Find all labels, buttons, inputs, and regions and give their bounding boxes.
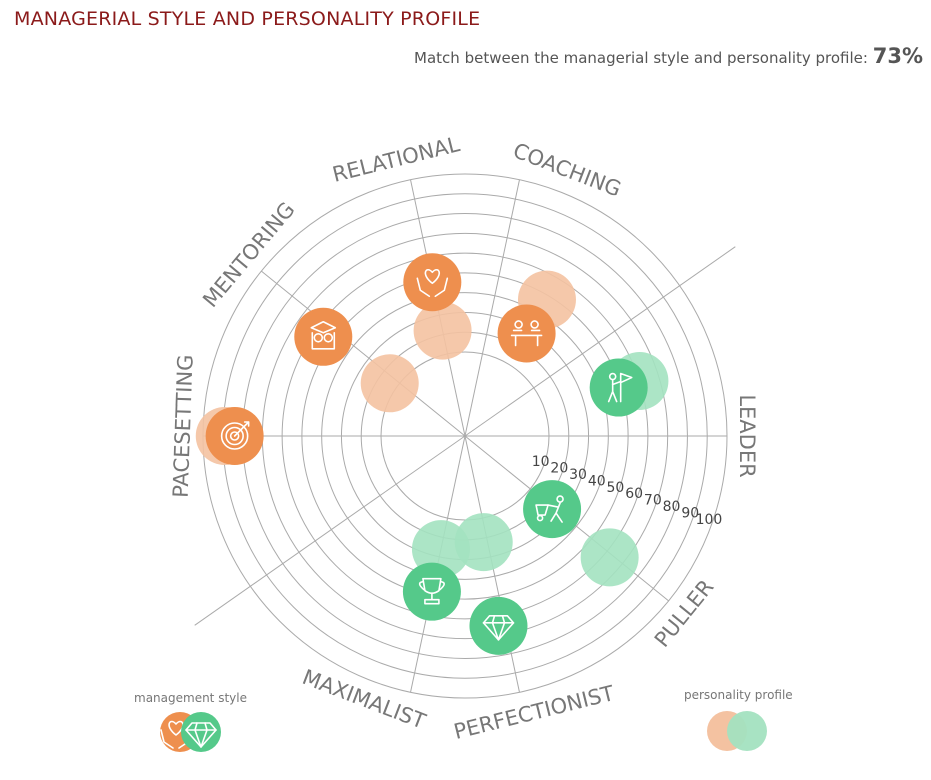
tick-label-80: 80: [663, 499, 681, 515]
diamond-icon: [185, 722, 217, 748]
style-bubble-maximalist: [402, 562, 461, 621]
pulling-icon: [535, 495, 564, 523]
sector-label-perfectionist: PERFECTIONIST: [451, 681, 616, 744]
tick-label-70: 70: [644, 493, 662, 509]
style-bubble-disc: [589, 358, 648, 417]
tick-label-10: 10: [532, 454, 550, 470]
tick-label-90: 90: [681, 506, 699, 522]
sector-label-relational: RELATIONAL: [330, 132, 462, 187]
profile-bubble-mentoring: [360, 354, 419, 413]
chart-grid: [194, 173, 736, 699]
grid-spoke: [261, 270, 466, 437]
tick-label-40: 40: [588, 473, 606, 489]
tick-label-50: 50: [607, 480, 625, 496]
profile-bubble-perfectionist: [454, 513, 513, 572]
legend: [160, 711, 767, 752]
profile-bubble-puller: [580, 528, 639, 587]
personality-profile-series: [195, 270, 669, 587]
grid-divider: [194, 246, 736, 626]
grid-spoke: [464, 179, 520, 437]
style-bubble-disc: [469, 596, 528, 655]
legend-management-style-swatch: [160, 712, 221, 752]
style-bubble-pacesetting: [205, 407, 264, 465]
legend-management-style-label: management style: [134, 691, 247, 705]
tick-label-20: 20: [550, 460, 568, 476]
style-bubble-mentoring: [294, 307, 353, 366]
profile-bubble-relational: [413, 301, 472, 360]
style-bubble-disc: [402, 562, 461, 621]
legend-personality-profile-swatch: [707, 711, 767, 751]
sector-label-coaching: COACHING: [510, 138, 625, 201]
style-bubble-disc: [294, 307, 353, 366]
sector-label-maximalist: MAXIMALIST: [299, 665, 429, 734]
style-bubble-relational: [403, 253, 462, 312]
trophy-icon: [418, 577, 445, 605]
style-bubble-leader: [589, 358, 648, 417]
style-bubble-coaching: [497, 304, 556, 363]
page-title: MANAGERIAL STYLE AND PERSONALITY PROFILE: [14, 8, 481, 30]
sector-label-leader: LEADER: [735, 394, 759, 477]
match-label: Match between the managerial style and p…: [414, 49, 868, 67]
owl-icon: [310, 320, 337, 350]
meeting-icon: [510, 320, 543, 347]
sector-label-mentoring: MENTORING: [198, 198, 299, 312]
target-icon: [220, 421, 250, 450]
style-bubble-disc: [523, 480, 582, 539]
match-value: 73%: [872, 44, 923, 68]
style-bubble-disc: [497, 304, 556, 363]
diamond-icon: [482, 615, 515, 641]
tick-label-100: 100: [696, 512, 723, 528]
flag-person-icon: [607, 372, 633, 403]
legend-green-light-disc: [727, 711, 767, 751]
sector-label-puller: PULLER: [650, 575, 719, 652]
heart-hands-icon: [416, 268, 449, 298]
style-bubble-puller: [523, 480, 582, 539]
tick-label-60: 60: [625, 486, 643, 502]
tick-label-30: 30: [569, 467, 587, 483]
style-bubble-perfectionist: [469, 596, 528, 655]
sector-label-pacesetting: PACESETTING: [169, 354, 198, 498]
legend-green-disc: [181, 712, 221, 752]
legend-personality-profile-label: personality profile: [684, 688, 793, 702]
management-style-series: [205, 253, 648, 655]
match-summary: Match between the managerial style and p…: [414, 44, 923, 68]
